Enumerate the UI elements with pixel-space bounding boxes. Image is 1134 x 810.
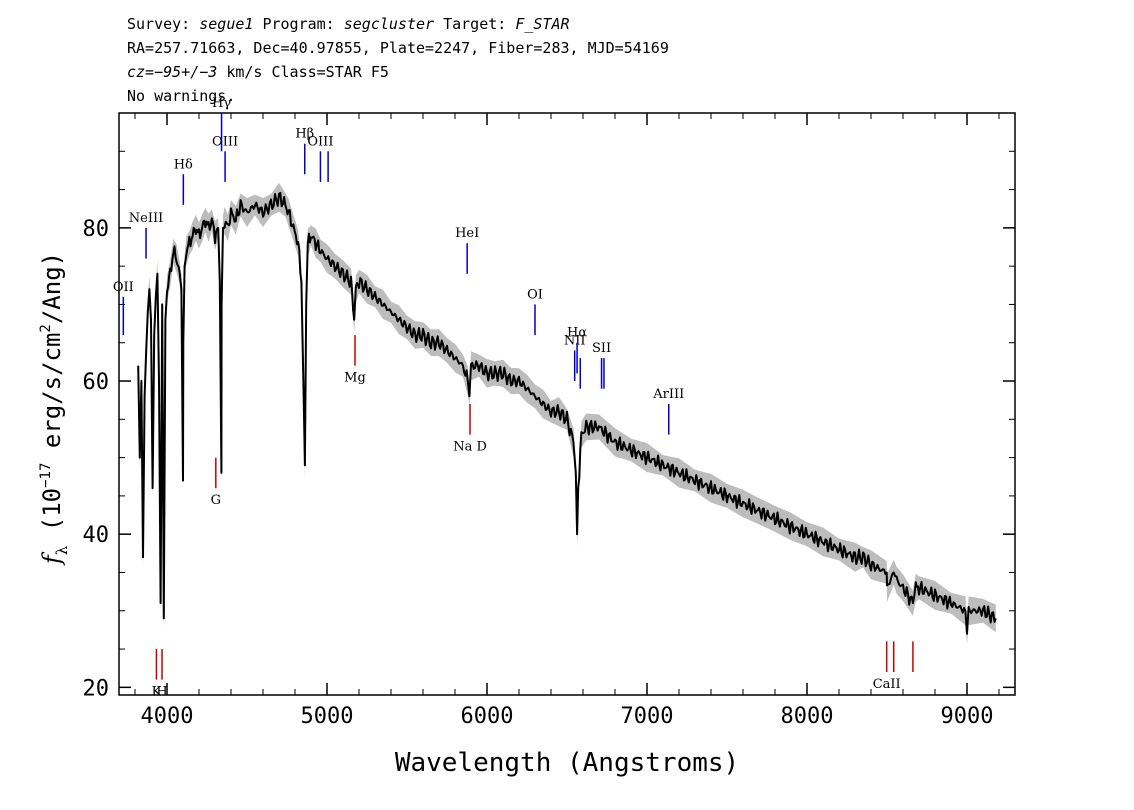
x-tick-label: 8000 [781,704,834,729]
absorption-label-2: G [211,493,221,508]
plot-frame [118,112,1016,696]
emission-label-11: Hα [567,326,587,341]
y-axis-units-c: /Ang) [38,252,66,324]
target-label: Target: [443,15,507,33]
line-markers-layer: OIINeIIIHδHγOIIIHβOIIIHeIOINIIHαSIIArIII… [113,96,914,700]
axes-layer: 4000 5000 6000 7000 8000 9000 20 40 60 80 [83,112,1016,729]
y-axis-exp: −17 [38,463,54,488]
x-tick-label: 6000 [461,704,514,729]
emission-label-15: ArIII [652,387,684,402]
emission-label-9: OI [527,287,543,302]
emission-label-10: NII [564,333,586,348]
y-tick-label: 40 [83,523,110,548]
header-line-survey: Survey: segue1 Program: segcluster Targe… [127,12,669,36]
emission-label-8: HeI [455,226,479,241]
absorption-label-1: H [156,685,167,700]
cz-prefix: cz= [127,63,155,81]
emission-label-5: Hβ [295,127,314,142]
program-value: segcluster [343,15,435,33]
absorption-label-5: CaII [873,677,901,692]
header-line-warnings: No warnings. [127,87,236,105]
emission-label-1: NeIII [129,211,163,226]
program-label: Program: [262,15,335,33]
spectrum-line [137,191,997,635]
y-axis-units-b: erg/s/cm [38,333,66,463]
y-tick-label: 80 [83,217,110,242]
x-tick-label: 4000 [141,704,194,729]
survey-value: segue1 [199,15,254,33]
y-axis-lambda: λ [53,545,71,555]
header-line-redshift: cz=−95+/−3 km/s Class=STAR F5 [127,60,669,84]
spectrum-layer [137,191,997,635]
y-axis-sq: 2 [38,324,54,332]
x-axis-label: Wavelength (Angstroms) [395,748,739,778]
emission-label-2: Hδ [174,157,193,172]
absorption-label-4: Na D [453,440,487,455]
target-value: F_STAR [515,15,570,33]
absorption-label-0: K [152,685,162,700]
survey-label: Survey: [127,15,191,33]
spectrum-header: Survey: segue1 Program: segcluster Targe… [127,12,669,108]
y-tick-label: 60 [83,370,110,395]
emission-label-6: OIII [307,134,333,149]
emission-label-13: SII [592,341,611,356]
y-tick-label: 20 [83,676,110,701]
y-axis-label-text: fλ (10−17 erg/s/cm2/Ang) [38,252,71,566]
x-tick-label: 9000 [941,704,994,729]
y-axis-label: fλ (10−17 erg/s/cm2/Ang) [38,252,71,566]
cz-value: −95+/−3 [154,63,218,81]
emission-label-3: Hγ [212,96,231,111]
emission-label-4: OIII [212,134,238,149]
cz-suffix: km/s Class=STAR F5 [217,63,389,81]
y-axis-units-a: (10 [38,488,66,546]
header-line-coordinates: RA=257.71663, Dec=40.97855, Plate=2247, … [127,39,669,57]
x-tick-label: 7000 [621,704,674,729]
x-tick-label: 5000 [301,704,354,729]
absorption-label-3: Mg [344,371,366,386]
emission-label-0: OII [113,280,134,295]
